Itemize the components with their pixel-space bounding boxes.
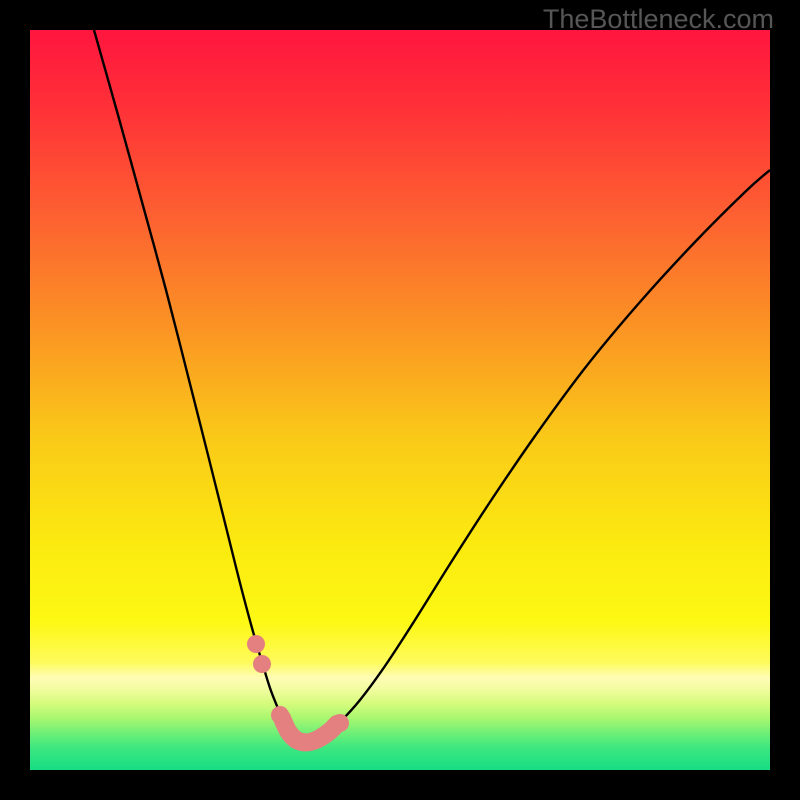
marker-dot: [253, 655, 271, 673]
marker-dot: [247, 635, 265, 653]
curve-overlay: [30, 30, 770, 770]
marker-dot: [331, 714, 349, 732]
plot-area: [30, 30, 770, 770]
watermark-text: TheBottleneck.com: [543, 4, 774, 35]
marker-dot: [271, 706, 289, 724]
chart-frame: TheBottleneck.com: [0, 0, 800, 800]
bottleneck-curve: [94, 30, 770, 742]
marker-dots: [247, 635, 349, 732]
marker-cap: [282, 718, 337, 742]
